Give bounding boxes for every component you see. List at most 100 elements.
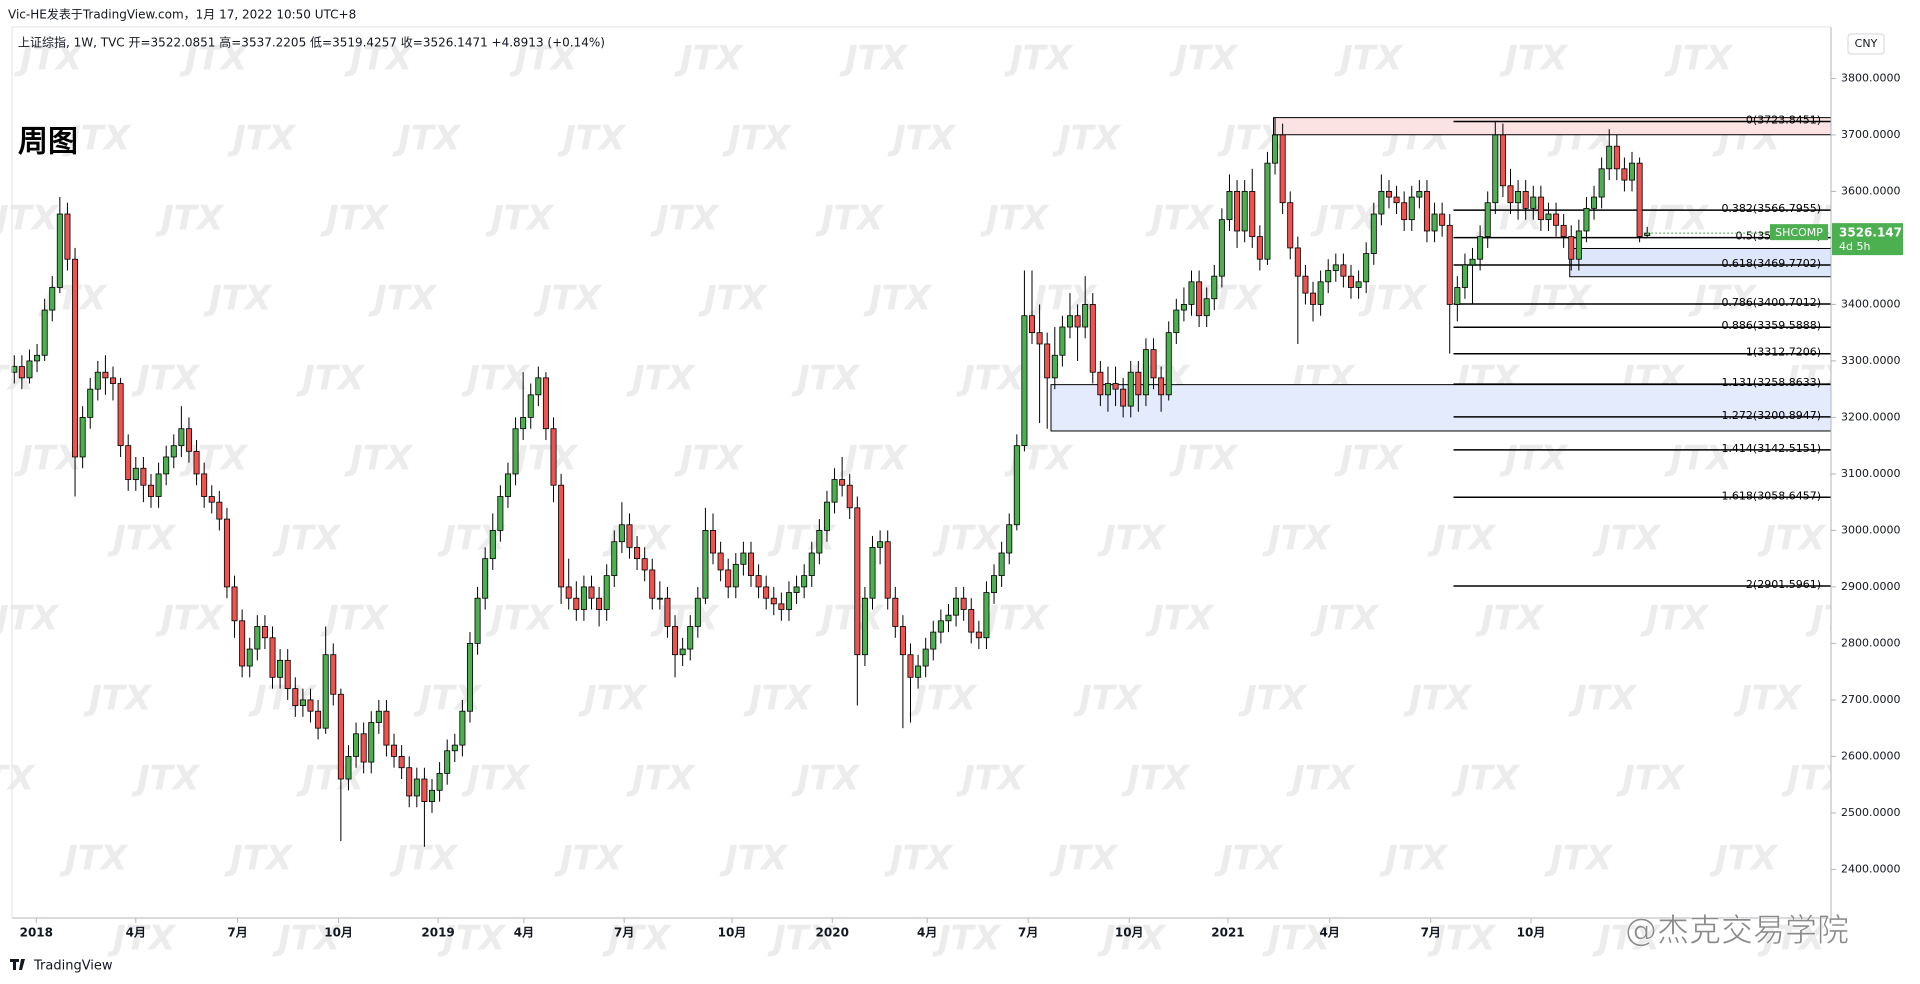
watermark: JTX: [1262, 519, 1332, 559]
candle-body: [793, 586, 800, 593]
candle-body: [208, 496, 215, 503]
y-tick-label: 3700.0000: [1841, 128, 1901, 141]
candle-body: [1613, 145, 1620, 170]
watermark: JTX: [1214, 839, 1284, 879]
candle-body: [1317, 281, 1324, 305]
candle-body: [816, 530, 823, 554]
fib-label: 1.131(3258.8633): [1721, 376, 1821, 389]
candle-body: [79, 417, 86, 458]
watermark: JTX: [248, 679, 318, 719]
candle-body: [1416, 191, 1423, 198]
candle-body: [869, 546, 876, 599]
candle-body: [520, 417, 527, 430]
candle-body: [140, 467, 147, 486]
candle-body: [1279, 134, 1286, 204]
candle-body: [102, 371, 109, 379]
candle-body: [1340, 264, 1347, 277]
candle-body: [1332, 264, 1339, 271]
watermark: JTX: [107, 519, 177, 559]
candle-body: [1241, 191, 1248, 232]
header: Vic-HE发表于TradingView.com，1月 17, 2022 10:…: [8, 7, 356, 22]
candle-body: [504, 473, 511, 497]
y-tick-label: 3300.0000: [1841, 354, 1901, 367]
watermark: JTX: [1049, 839, 1119, 879]
candle-body: [1173, 309, 1180, 334]
candle-body: [550, 428, 557, 486]
candle-body: [588, 586, 595, 599]
candle-body: [975, 631, 982, 639]
candle-body: [299, 699, 306, 706]
watermark: JTX: [602, 919, 672, 959]
watermark: JTX: [908, 679, 978, 719]
candle-body: [1598, 168, 1605, 198]
watermark: JTX: [1310, 199, 1380, 239]
candle-body: [1401, 202, 1408, 221]
watermark: JTX: [1592, 919, 1662, 959]
watermark: JTX: [884, 839, 954, 879]
price-axis-bg: [1831, 0, 1920, 984]
watermark: JTX: [0, 759, 36, 799]
fib-label: 1(3312.7206): [1746, 346, 1821, 359]
candle-body: [1515, 191, 1522, 204]
candle-body: [732, 563, 739, 588]
watermark: JTX: [839, 39, 909, 79]
currency: CNY: [1855, 37, 1878, 50]
candle-body: [877, 541, 884, 548]
candle-body: [1104, 383, 1111, 396]
candle-body: [1006, 524, 1013, 554]
candle-body: [1211, 275, 1218, 300]
watermark: JTX: [83, 679, 153, 719]
candle-body: [155, 473, 162, 497]
watermark: JTX: [1523, 279, 1593, 319]
candle-body: [1089, 304, 1096, 373]
candle-body: [368, 722, 375, 763]
candle-body: [725, 569, 732, 588]
watermark: JTX: [344, 439, 414, 479]
watermark: JTX: [1733, 679, 1803, 719]
legend: 上证综指, 1W, TVC 开=3522.0851 高=3537.2205 低=…: [18, 35, 605, 50]
fib-label: 1.618(3058.6457): [1721, 489, 1821, 502]
candle-body: [1507, 185, 1514, 204]
candle-body: [1439, 213, 1446, 226]
candle-body: [1150, 349, 1157, 379]
candle-body: [922, 648, 929, 667]
watermark: JTX: [509, 39, 579, 79]
candle-body: [861, 597, 868, 656]
watermark: JTX: [1145, 599, 1215, 639]
watermark: JTX: [1544, 839, 1614, 879]
candle-body: [383, 710, 390, 746]
watermark: JTX: [509, 439, 579, 479]
watermark: JTX: [62, 119, 132, 159]
watermark: JTX: [932, 519, 1002, 559]
watermark: JTX: [719, 839, 789, 879]
watermark: JTX: [1592, 519, 1662, 559]
x-tick-label: 7月: [1421, 926, 1441, 940]
candle-body: [239, 620, 246, 667]
candle-body: [823, 501, 830, 531]
candle-body: [1203, 298, 1210, 317]
watermark: JTX: [863, 279, 933, 319]
candle-body: [1446, 224, 1453, 305]
watermark: JTX: [815, 599, 885, 639]
candle-body: [687, 626, 694, 650]
candle-body: [315, 710, 322, 729]
watermark: JTX: [650, 599, 720, 639]
countdown: 4d 5h: [1839, 240, 1870, 253]
candle-body: [656, 597, 663, 600]
watermark: JTX: [791, 759, 861, 799]
watermark: JTX: [344, 39, 414, 79]
y-tick-label: 3400.0000: [1841, 297, 1901, 310]
y-tick-label: 3600.0000: [1841, 184, 1901, 197]
candle-body: [1591, 196, 1598, 209]
watermark: JTX: [578, 679, 648, 719]
watermark: JTX: [557, 119, 627, 159]
candle-body: [345, 756, 352, 780]
candle-body: [337, 693, 344, 780]
candle-body: [1492, 134, 1499, 204]
candle-body: [672, 626, 679, 656]
candle-body: [26, 360, 33, 379]
x-tick-label: 7月: [1018, 926, 1038, 940]
candle-body: [110, 377, 117, 384]
candle-body: [1469, 258, 1476, 266]
candle-body: [1264, 162, 1271, 260]
